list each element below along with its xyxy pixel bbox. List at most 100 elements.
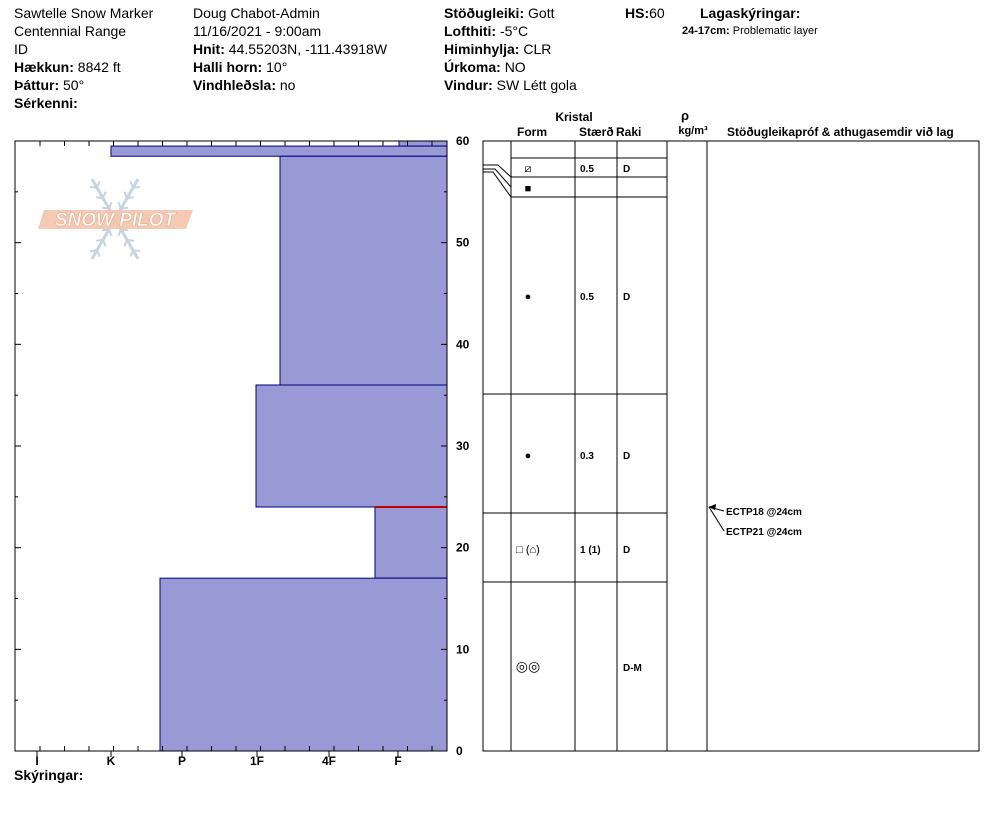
sky-row: Himinhylja: CLR — [444, 40, 577, 58]
slope-row: Halli horn: 10° — [193, 58, 387, 76]
snowflake-branch — [129, 249, 134, 258]
snowflake-branch — [95, 196, 104, 200]
moisture-value: D — [623, 292, 630, 303]
coords-value: 44.55203N, -111.43918W — [228, 41, 388, 57]
moisture-value: D — [623, 451, 630, 462]
snowflake-branch — [95, 238, 104, 242]
layer-note-depth: 24-17cm: — [682, 25, 730, 37]
x-tick-label: K — [107, 754, 116, 768]
wind-loading-label: Vindhleðsla: — [193, 77, 276, 93]
layer-notes-label: Lagaskýringar: — [700, 5, 801, 21]
crystal-form-symbol: □ (⌂) — [516, 544, 540, 556]
snowflake-branch — [102, 191, 107, 199]
elevation-label: Hækkun: — [14, 59, 74, 75]
slope-label: Halli horn: — [193, 59, 263, 75]
wind-loading-value: no — [279, 77, 296, 93]
crystal-size: 0.3 — [580, 451, 594, 462]
air-temp-value: -5°C — [499, 23, 529, 39]
crystal-form-symbol: ● — [525, 450, 532, 462]
stability-row: Stöðugleiki: Gott — [444, 4, 577, 22]
row-connector — [483, 168, 512, 188]
range-name: Centennial Range — [14, 23, 127, 39]
snowflake-branch — [108, 229, 113, 237]
footer-notes: Skýringar: — [14, 766, 83, 784]
precip-row: Úrkoma: NO — [444, 58, 577, 76]
x-tick-label: P — [178, 754, 186, 768]
moisture-value: D — [623, 545, 630, 556]
slope-value: 10° — [266, 59, 288, 75]
observer-name: Doug Chabot-Admin — [193, 5, 320, 21]
stability-value: Gott — [528, 5, 555, 21]
layer-bar — [279, 155, 448, 386]
coords-label: Hnit: — [193, 41, 225, 57]
y-tick-label: 60 — [456, 134, 470, 148]
crystal-size: 1 (1) — [580, 545, 601, 556]
layer-bar — [159, 577, 448, 752]
y-tick-label: 30 — [456, 439, 470, 453]
layer-note-row: 24-17cm: Problematic layer — [682, 22, 818, 40]
crystal-size: 0.5 — [580, 164, 594, 175]
layer-bar — [374, 506, 448, 579]
logo-banner — [38, 210, 193, 229]
layer-notes-title: Lagaskýringar: — [700, 4, 800, 22]
header-col-conditions: Stöðugleiki: Gott Lofthiti: -5°C Himinhy… — [444, 4, 577, 94]
layer-bar — [398, 140, 448, 147]
air-temp-row: Lofthiti: -5°C — [444, 22, 577, 40]
header-col-location: Sawtelle Snow Marker Centennial Range ID… — [14, 4, 153, 112]
features-row: Sérkenni: — [14, 94, 153, 112]
x-tick-label: I — [35, 754, 38, 768]
snowflake-branch — [123, 239, 128, 247]
layer-bar — [255, 384, 448, 508]
row-connector — [483, 171, 512, 198]
snowflake-branch — [89, 185, 98, 189]
moisture-value: D-M — [623, 663, 642, 674]
snowflake-branch — [96, 249, 101, 258]
header-size: Stærð — [579, 125, 614, 139]
snowpilot-logo: SNOW PILOT — [38, 178, 193, 260]
precip-value: NO — [504, 59, 526, 75]
header-tests: Stöðugleikapróf & athugasemdir við lag — [727, 125, 954, 139]
crystal-form-symbol: ■ — [525, 183, 532, 195]
aspect-row: Þáttur: 50° — [14, 76, 153, 94]
y-tick-label: 40 — [456, 337, 470, 351]
layer-bar — [110, 145, 448, 157]
header-col-observer: Doug Chabot-Admin 11/16/2021 - 9:00am Hn… — [193, 4, 387, 94]
snowflake-branch — [102, 239, 107, 247]
sky-value: CLR — [523, 41, 552, 57]
x-tick-label: 4F — [322, 754, 336, 768]
x-tick-label: F — [394, 754, 401, 768]
header-density-symbol: ρ — [681, 108, 689, 123]
y-tick-label: 10 — [456, 642, 470, 656]
elevation-value: 8842 ft — [77, 59, 121, 75]
test-arrow-line — [708, 506, 725, 532]
snow-height-row: HS:60 — [625, 4, 665, 22]
wind-value: SW Létt gola — [496, 77, 577, 93]
crystal-form-symbol: ⧄ — [525, 163, 532, 175]
snowflake-branch — [96, 180, 101, 189]
stability-test-label: ECTP21 @24cm — [726, 527, 802, 538]
hs-label: HS: — [625, 5, 650, 21]
aspect-label: Þáttur: — [14, 77, 60, 93]
snowflake-branch — [101, 206, 110, 210]
crystal-size: 0.5 — [580, 292, 594, 303]
snowflake-branch — [120, 206, 129, 210]
snowflake-branch — [123, 191, 128, 199]
footer-notes-label: Skýringar: — [14, 767, 84, 783]
location-name: Sawtelle Snow Marker — [14, 5, 154, 21]
observation-datetime: 11/16/2021 - 9:00am — [193, 23, 322, 39]
header-density-unit: kg/m³ — [678, 125, 708, 137]
y-tick-label: 20 — [456, 541, 470, 555]
header-crystal: Kristal — [555, 110, 592, 124]
snowflake-branch — [117, 229, 122, 237]
sky-label: Himinhylja: — [444, 41, 520, 57]
state-name: ID — [14, 41, 28, 57]
snowflake-branch — [120, 228, 129, 232]
test-arrow-head — [709, 504, 716, 510]
wind-row: Vindur: SW Létt gola — [444, 76, 577, 94]
row-connector — [483, 164, 512, 178]
snowflake-branch — [126, 196, 135, 200]
hs-value: 60 — [649, 5, 665, 21]
header-form: Form — [517, 125, 547, 139]
x-tick-label: 1F — [250, 754, 264, 768]
